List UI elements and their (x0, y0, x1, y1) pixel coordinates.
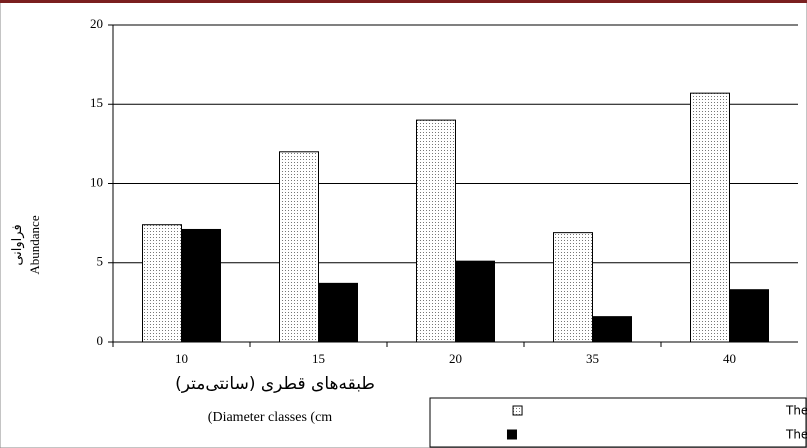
legend-swatch (512, 405, 523, 416)
bar (455, 260, 495, 343)
y-tick-label: 10 (90, 174, 103, 189)
x-tick-label: 10 (175, 351, 188, 366)
x-tick-label: 40 (723, 351, 736, 366)
x-tick-label: 35 (586, 351, 599, 366)
bar (553, 232, 593, 343)
bar (729, 289, 769, 343)
bar (416, 119, 456, 343)
legend-swatch (506, 429, 517, 440)
x-label-fa: طبقه‌های قطری (سانتی‌متر) (175, 374, 375, 394)
y-tick-label: 15 (90, 95, 103, 110)
bar (142, 224, 182, 343)
bar (279, 151, 319, 343)
y-label-fa: فراوانی (9, 224, 25, 265)
bar (181, 228, 221, 343)
legend (429, 397, 807, 448)
bar (592, 316, 632, 343)
x-tick-label: 20 (449, 351, 462, 366)
x-tick-label: 15 (312, 351, 325, 366)
top-border (0, 0, 807, 3)
bar (318, 282, 358, 343)
legend-label: میانگین ارتفاع تنه The average of trunk … (785, 404, 807, 419)
y-tick-label: 5 (97, 254, 104, 269)
x-label: (Diameter classes (cm (208, 410, 332, 425)
bar (690, 92, 730, 343)
y-tick-label: 20 (90, 16, 103, 31)
legend-label: میانگین ارتفاع تاج The average of crown … (785, 428, 807, 443)
y-label: Abundance (27, 215, 42, 274)
y-tick-label: 0 (97, 333, 104, 348)
